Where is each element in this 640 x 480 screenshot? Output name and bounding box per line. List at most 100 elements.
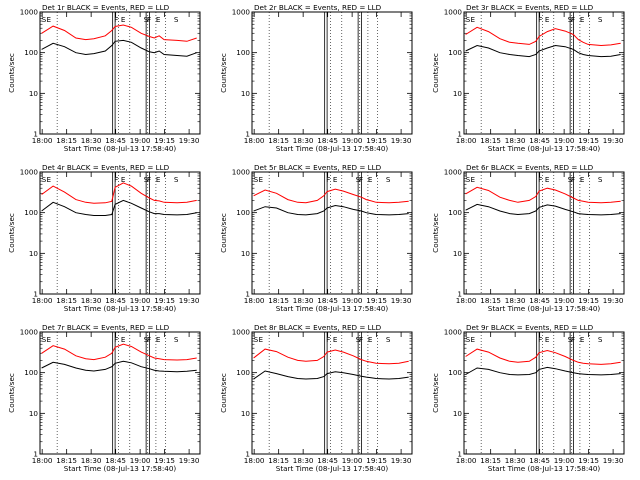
x-tick-label: 18:00 <box>32 296 53 305</box>
x-tick-label: 18:00 <box>456 296 477 305</box>
orbit-mark: E <box>259 335 264 344</box>
detector-panel: Det 3r BLACK = Events, RED = LLD 1 10 100 10… <box>431 3 625 153</box>
y-tick-label: 100 <box>24 368 38 377</box>
x-tick-label: 18:30 <box>293 456 314 465</box>
orbit-mark: S <box>174 15 179 24</box>
orbit-mark: S <box>254 335 259 344</box>
y-tick-label: 100 <box>236 48 250 57</box>
x-tick-label: 19:15 <box>366 296 387 305</box>
y-tick-label: 10 <box>241 89 251 98</box>
orbit-mark: S <box>386 335 391 344</box>
lld-series-line <box>253 348 409 365</box>
detector-panel: Det 1r BLACK = Events, RED = LLD 1 10 100 10… <box>7 3 201 153</box>
x-tick-label: 19:00 <box>130 136 151 145</box>
x-tick-label: 19:30 <box>179 456 200 465</box>
events-series-line <box>465 366 621 376</box>
x-tick-label: 19:15 <box>154 456 175 465</box>
orbit-mark: E <box>47 335 52 344</box>
orbit-mark: E <box>156 15 161 24</box>
orbit-mark: S <box>144 15 149 24</box>
orbit-mark: S <box>42 335 47 344</box>
x-tick-label: 18:15 <box>56 136 77 145</box>
y-axis-label: Counts/sec <box>7 373 16 413</box>
orbit-mark: F <box>326 175 330 184</box>
y-tick-label: 10 <box>241 249 251 258</box>
y-tick-label: 100 <box>448 48 462 57</box>
events-series-line <box>253 204 409 216</box>
plot-frame <box>39 11 201 135</box>
y-axis-label: Counts/sec <box>219 213 228 253</box>
orbit-mark: E <box>545 15 550 24</box>
y-axis-label: Counts/sec <box>219 53 228 93</box>
x-tick-label: 18:30 <box>505 136 526 145</box>
orbit-mark: S <box>254 175 259 184</box>
panel-title: Det 5r BLACK = Events, RED = LLD <box>254 163 382 172</box>
plot-frame <box>39 171 201 295</box>
orbit-mark: S <box>174 175 179 184</box>
x-tick-label: 18:30 <box>81 296 102 305</box>
panel-title: Det 1r BLACK = Events, RED = LLD <box>42 3 170 12</box>
x-tick-label: 19:15 <box>578 136 599 145</box>
orbit-mark: S <box>144 175 149 184</box>
x-tick-label: 19:00 <box>130 296 151 305</box>
y-tick-label: 100 <box>24 208 38 217</box>
x-tick-label: 19:00 <box>554 456 575 465</box>
x-tick-label: 18:15 <box>56 296 77 305</box>
orbit-mark: S <box>144 335 149 344</box>
orbit-mark: F <box>571 175 575 184</box>
events-series-line <box>41 360 197 373</box>
y-tick-label: 1 <box>457 450 462 459</box>
x-tick-label: 18:15 <box>56 456 77 465</box>
x-tick-label: 18:45 <box>105 136 126 145</box>
orbit-mark: F <box>571 15 575 24</box>
x-tick-label: 18:30 <box>81 136 102 145</box>
x-tick-label: 19:15 <box>366 136 387 145</box>
y-tick-label: 1 <box>245 450 250 459</box>
x-tick-label: 18:15 <box>480 136 501 145</box>
orbit-mark: F <box>114 15 118 24</box>
orbit-mark: E <box>368 335 373 344</box>
x-tick-label: 18:45 <box>529 296 550 305</box>
orbit-mark: S <box>466 15 471 24</box>
orbit-mark: F <box>147 15 151 24</box>
y-tick-label: 1000 <box>444 328 463 337</box>
orbit-mark: S <box>386 175 391 184</box>
y-tick-label: 10 <box>29 409 39 418</box>
y-axis-label: Counts/sec <box>7 213 16 253</box>
orbit-mark: E <box>368 175 373 184</box>
x-tick-label: 18:15 <box>268 136 289 145</box>
y-axis-label: Counts/sec <box>431 53 440 93</box>
x-tick-label: 19:30 <box>603 456 624 465</box>
y-axis-label: Counts/sec <box>219 373 228 413</box>
detector-panel: Det 6r BLACK = Events, RED = LLD 1 10 100 10… <box>431 163 625 313</box>
plot-frame <box>251 171 413 295</box>
events-series-line <box>41 39 197 57</box>
x-axis-label: Start Time (08-Jul-13 17:58:40) <box>64 304 177 313</box>
x-tick-label: 18:00 <box>456 136 477 145</box>
panel-title: Det 9r BLACK = Events, RED = LLD <box>466 323 594 332</box>
x-tick-label: 19:00 <box>342 296 363 305</box>
y-tick-label: 100 <box>448 368 462 377</box>
y-tick-label: 100 <box>448 208 462 217</box>
orbit-mark: F <box>538 15 542 24</box>
x-tick-label: 18:30 <box>505 296 526 305</box>
y-tick-label: 1 <box>33 130 38 139</box>
orbit-mark: S <box>598 15 603 24</box>
orbit-mark: E <box>545 175 550 184</box>
detector-panel: Det 8r BLACK = Events, RED = LLD 1 10 100 10… <box>219 323 413 473</box>
x-tick-label: 18:00 <box>32 136 53 145</box>
x-tick-label: 18:45 <box>317 296 338 305</box>
y-tick-label: 1 <box>245 130 250 139</box>
orbit-mark: F <box>147 335 151 344</box>
orbit-mark: S <box>356 335 361 344</box>
orbit-mark: S <box>598 175 603 184</box>
lld-series-line <box>41 24 197 42</box>
panel-title: Det 2r BLACK = Events, RED = LLD <box>254 3 382 12</box>
x-axis-label: Start Time (08-Jul-13 17:58:40) <box>64 144 177 153</box>
orbit-mark: E <box>471 15 476 24</box>
x-tick-label: 19:30 <box>391 136 412 145</box>
orbit-mark: F <box>114 175 118 184</box>
x-tick-label: 18:15 <box>268 296 289 305</box>
y-tick-label: 10 <box>241 409 251 418</box>
plot-frame <box>463 331 625 455</box>
